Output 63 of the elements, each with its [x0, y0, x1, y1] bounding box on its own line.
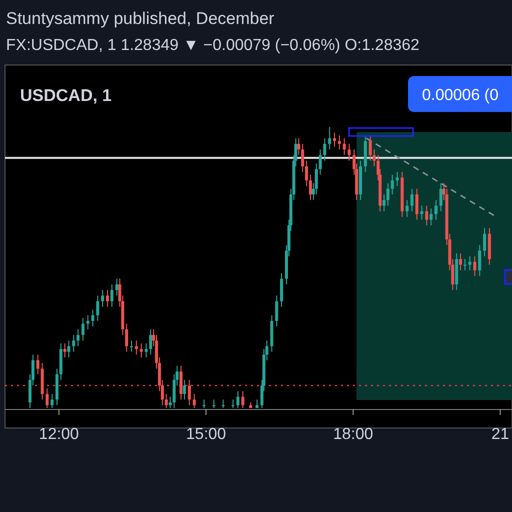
candlestick	[382, 194, 386, 212]
candlestick	[81, 318, 84, 342]
candlestick	[125, 323, 128, 352]
candlestick	[182, 379, 186, 400]
candlestick	[333, 132, 336, 148]
candlestick	[144, 342, 148, 358]
candlestick	[386, 182, 390, 206]
candlestick	[410, 188, 414, 212]
candlestick	[236, 390, 240, 408]
candlestick	[275, 295, 278, 328]
candlestick	[96, 295, 100, 322]
candlestick	[305, 160, 308, 187]
candlestick	[301, 143, 304, 172]
candlestick	[459, 252, 462, 271]
candlestick	[396, 171, 399, 187]
candlestick	[180, 365, 183, 400]
candlestick	[473, 256, 476, 276]
x-tick-label: 21	[491, 426, 510, 443]
candlestick	[342, 138, 346, 156]
candlestick	[164, 393, 168, 408]
candlestick	[192, 393, 196, 408]
candlestick	[483, 228, 486, 257]
candlestick	[36, 354, 40, 375]
candlestick	[91, 309, 94, 328]
candlestick	[348, 143, 351, 162]
chart-title: Stuntysammy published, December	[6, 9, 275, 28]
x-tick-label: 18:00	[333, 426, 374, 443]
candlestick	[67, 340, 70, 358]
candlestick	[425, 205, 428, 226]
candlestick	[140, 342, 143, 358]
candlestick	[280, 272, 284, 308]
candlestick	[50, 393, 54, 408]
candlestick	[308, 174, 312, 201]
x-tick-label: 12:00	[38, 426, 80, 443]
candlestick	[46, 388, 49, 408]
candlestick	[241, 390, 244, 408]
candlestick	[415, 188, 418, 220]
candlestick	[390, 174, 394, 195]
candlestick	[149, 328, 152, 356]
candlestick	[439, 182, 442, 212]
candlestick	[63, 342, 66, 358]
candlestick	[101, 289, 104, 308]
candlestick	[76, 328, 80, 347]
candlestick	[328, 126, 332, 150]
x-tick-label: 15:00	[186, 426, 226, 443]
candlestick	[110, 284, 114, 308]
text: 0.00006 (0	[422, 87, 499, 104]
candlestick	[297, 138, 300, 156]
candlestick	[130, 340, 134, 352]
candlestick	[434, 200, 438, 220]
candlestick	[338, 134, 341, 150]
candlestick	[406, 200, 409, 218]
candlestick	[463, 258, 466, 271]
candlestick	[134, 340, 138, 356]
candlestick	[72, 334, 76, 352]
candlestick	[478, 244, 482, 276]
candlestick	[323, 138, 326, 162]
candlestick	[430, 208, 433, 226]
candlestick	[106, 289, 109, 308]
candlestick	[188, 379, 191, 406]
candlestick	[318, 148, 322, 176]
text: USDCAD, 1	[20, 86, 112, 105]
chart-subtitle: FX:USDCAD, 1 1.28349 ▼ −0.00079 (−0.06%) O:1.28362	[6, 37, 420, 54]
